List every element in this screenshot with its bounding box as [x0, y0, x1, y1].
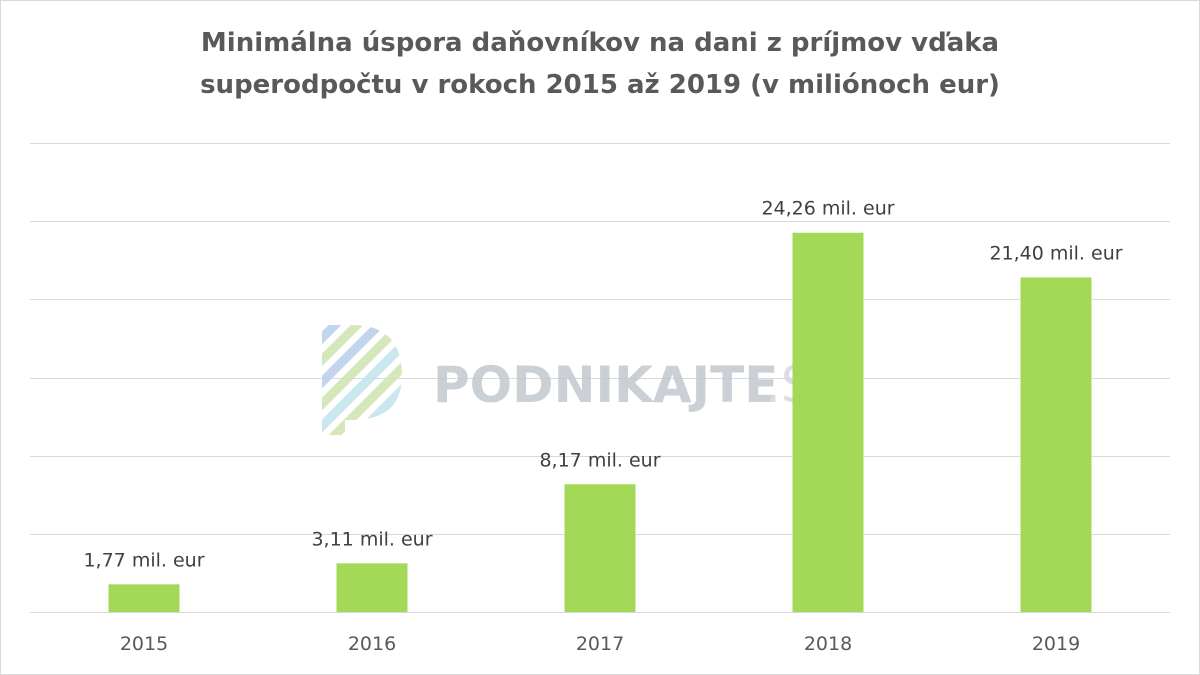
data-labels: 1,77 mil. eur 3,11 mil. eur 8,17 mil. eur 2…	[83, 198, 1122, 572]
bar-2017	[564, 484, 636, 612]
podnikajte-watermark: PODNIKAJTE .SK	[322, 325, 847, 435]
bar-2019	[1020, 277, 1092, 612]
bar-2015	[108, 584, 180, 612]
x-tick-label-2018: 2018	[804, 633, 852, 655]
watermark-text: PODNIKAJTE	[433, 356, 778, 414]
chart-title: Minimálna úspora daňovníkov na dani z pr…	[0, 22, 1200, 106]
data-label-2019: 21,40 mil. eur	[989, 242, 1122, 264]
data-label-2017: 8,17 mil. eur	[539, 449, 660, 471]
bars	[108, 232, 1092, 612]
bar-2016	[336, 563, 408, 612]
bar-2018	[792, 232, 864, 612]
x-tick-label-2017: 2017	[576, 633, 624, 655]
x-tick-label-2016: 2016	[348, 633, 396, 655]
data-label-2018: 24,26 mil. eur	[761, 198, 894, 220]
data-label-2015: 1,77 mil. eur	[83, 549, 204, 571]
x-tick-label-2015: 2015	[120, 633, 168, 655]
chart-title-line-1: Minimálna úspora daňovníkov na dani z pr…	[200, 28, 1000, 58]
x-tick-label-2019: 2019	[1032, 633, 1080, 655]
chart-title-line-2: superodpočtu v rokoch 2015 až 2019 (v mi…	[200, 70, 1000, 100]
data-label-2016: 3,11 mil. eur	[311, 528, 432, 550]
x-axis-tick-labels: 2015 2016 2017 2018 2019	[120, 633, 1080, 655]
gridlines	[30, 143, 1170, 613]
